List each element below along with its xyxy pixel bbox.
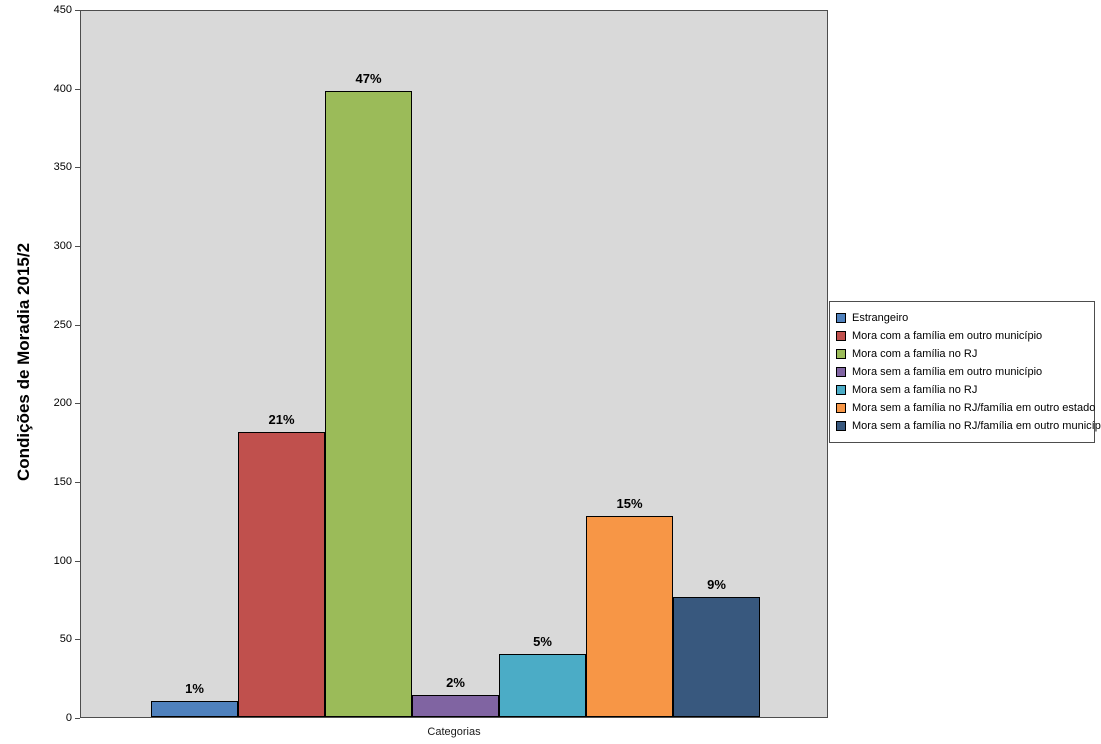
y-tick-label: 200 [53,397,72,410]
legend-swatch-icon [836,403,846,413]
legend: Estrangeiro Mora com a família em outro m… [829,301,1101,443]
y-tick-mark [75,167,80,169]
legend-item: Estrangeiro [836,309,1088,327]
legend-item: Mora sem a família no RJ [836,381,1088,399]
bar-data-label: 15% [616,496,643,511]
legend-label: Mora com a família no RJ [852,348,978,360]
y-tick-label: 400 [53,82,72,95]
bar-5 [499,654,586,717]
y-tick-mark [75,403,80,405]
legend-label: Mora sem a família no RJ [852,384,978,396]
y-tick-mark [75,324,80,326]
y-tick-label: 300 [53,240,72,252]
bar-7 [673,597,760,717]
y-tick-label: 50 [59,633,72,646]
legend-swatch-icon [836,385,846,395]
y-tick-mark [75,639,80,641]
legend-label: Estrangeiro [852,312,909,324]
legend-item: Mora sem a família no RJ/família em outr… [836,399,1095,417]
bar-data-label: 47% [355,71,382,86]
bar-6 [586,516,673,717]
legend-swatch-icon [836,421,846,431]
y-tick-mark [75,718,80,719]
bar-data-label: 1% [185,681,204,696]
bar-3 [325,91,412,717]
x-axis-title: Categorias [427,726,481,738]
legend-swatch-icon [836,313,846,323]
legend-item: Mora com a família em outro município [836,327,1088,345]
bar-data-label: 2% [446,675,465,690]
legend-swatch-icon [836,367,846,377]
y-tick-mark [75,482,80,483]
y-tick-label: 100 [53,554,72,567]
y-tick-label: 0 [65,712,72,724]
y-tick-label: 450 [53,4,72,16]
bar-data-label: 9% [707,577,726,592]
y-tick-mark [75,88,80,90]
bar-4 [412,695,499,717]
legend-label: Mora sem a família no RJ/família em outr… [852,420,1101,432]
legend-swatch-icon [836,349,846,359]
y-tick-mark [75,246,80,247]
y-tick-label: 150 [53,476,72,488]
legend-label: Mora sem a família no RJ/família em outr… [852,402,1096,414]
y-tick-mark [75,560,80,562]
y-tick-mark [75,10,80,11]
plot-area: 1% 21% 47% 2% 5% 15% 9% [80,10,828,718]
legend-item: Mora sem a família no RJ/família em outr… [836,417,1101,435]
legend-swatch-icon [836,331,846,341]
bar-data-label: 21% [268,412,295,427]
legend-item: Mora sem a família em outro município [836,363,1088,381]
bar-2 [238,432,325,717]
legend-item: Mora com a família no RJ [836,345,1088,363]
bar-data-label: 5% [533,634,552,649]
legend-label: Mora com a família em outro município [852,330,1043,342]
y-tick-label: 250 [53,318,72,331]
legend-label: Mora sem a família em outro município [852,366,1043,378]
bar-1 [151,701,238,717]
y-axis: 0 50 100 150 200 250 300 350 400 450 [0,0,80,744]
y-tick-label: 350 [53,161,72,174]
